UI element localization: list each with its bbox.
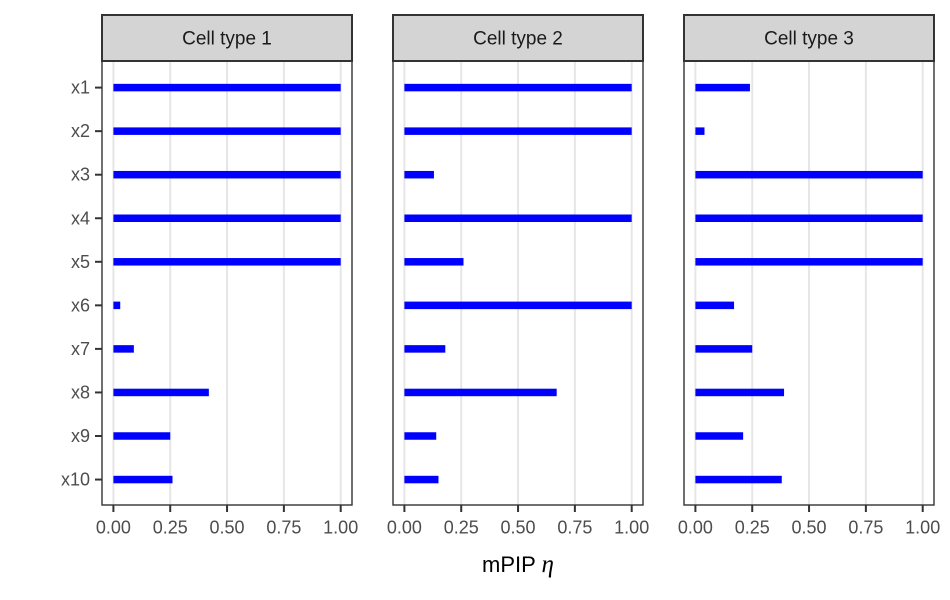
x-axis-title-text: mPIP η bbox=[482, 551, 554, 578]
bar bbox=[404, 170, 434, 179]
y-axis-label: x5 bbox=[71, 252, 90, 272]
bar bbox=[695, 345, 753, 353]
bar bbox=[404, 475, 439, 484]
y-axis-label: x8 bbox=[71, 382, 90, 402]
x-tick-label: 0.25 bbox=[153, 518, 188, 538]
facet: Cell type 2 0.00 0.25 0.50 0.75 1.00 bbox=[387, 14, 649, 538]
facet-strip-label: Cell type 3 bbox=[764, 29, 854, 50]
bar bbox=[695, 127, 705, 135]
bar bbox=[113, 432, 171, 440]
bar bbox=[695, 301, 735, 310]
facet-strip bbox=[101, 14, 353, 62]
x-tick-label: 0.25 bbox=[444, 518, 479, 538]
bar bbox=[113, 170, 341, 179]
y-axis-label: x4 bbox=[71, 208, 90, 228]
x-tick-label: 0.00 bbox=[387, 518, 422, 538]
bar bbox=[113, 214, 341, 222]
facet: Cell type 1 0.00 0.25 0.50 0.75 1.00 bbox=[96, 14, 358, 538]
x-tick-label: 0.50 bbox=[210, 518, 245, 538]
x-tick-label: 1.00 bbox=[614, 518, 649, 538]
facet-strip-label: Cell type 2 bbox=[473, 29, 563, 50]
bar bbox=[113, 345, 134, 353]
bar bbox=[695, 475, 782, 484]
bar bbox=[113, 388, 209, 397]
y-axis-label: x1 bbox=[71, 78, 90, 98]
y-axis-label: x2 bbox=[71, 121, 90, 141]
y-axis-label: x10 bbox=[61, 470, 90, 490]
x-tick-label: 0.75 bbox=[557, 518, 592, 538]
y-axis: x1 x2 x3 x4 x5 x6 x7 x8 x9 x10 bbox=[61, 78, 102, 490]
y-axis-label: x3 bbox=[71, 165, 90, 185]
bar bbox=[695, 170, 923, 179]
x-tick-label: 0.50 bbox=[501, 518, 536, 538]
x-tick-label: 0.75 bbox=[266, 518, 301, 538]
facet: Cell type 3 0.00 0.25 0.50 0.75 1.00 bbox=[678, 14, 940, 538]
facet-strip-label: Cell type 1 bbox=[182, 29, 272, 50]
facet-strip bbox=[683, 14, 935, 62]
bar bbox=[113, 258, 341, 266]
y-axis-label: x7 bbox=[71, 339, 90, 359]
bar bbox=[113, 127, 341, 135]
bar bbox=[404, 301, 632, 310]
bar bbox=[404, 214, 632, 222]
bar bbox=[404, 345, 446, 353]
bar bbox=[113, 475, 173, 484]
x-tick-label: 0.25 bbox=[735, 518, 770, 538]
bar bbox=[404, 127, 632, 135]
bar bbox=[404, 432, 437, 440]
bar bbox=[404, 388, 557, 397]
bar bbox=[113, 301, 121, 310]
x-tick-label: 0.75 bbox=[848, 518, 883, 538]
bar bbox=[695, 214, 923, 222]
bar bbox=[404, 83, 632, 92]
x-tick-label: 1.00 bbox=[905, 518, 940, 538]
y-axis-label: x9 bbox=[71, 426, 90, 446]
bar bbox=[695, 258, 923, 266]
bar bbox=[695, 388, 785, 397]
x-tick-label: 1.00 bbox=[323, 518, 358, 538]
x-tick-label: 0.00 bbox=[678, 518, 713, 538]
x-axis-title: mPIP η bbox=[482, 551, 554, 578]
x-tick-label: 0.50 bbox=[792, 518, 827, 538]
bar bbox=[695, 83, 750, 92]
y-axis-label: x6 bbox=[71, 295, 90, 315]
bar bbox=[404, 258, 464, 266]
facet-strip bbox=[392, 14, 644, 62]
bar bbox=[113, 83, 341, 92]
bar bbox=[695, 432, 744, 440]
x-tick-label: 0.00 bbox=[96, 518, 131, 538]
